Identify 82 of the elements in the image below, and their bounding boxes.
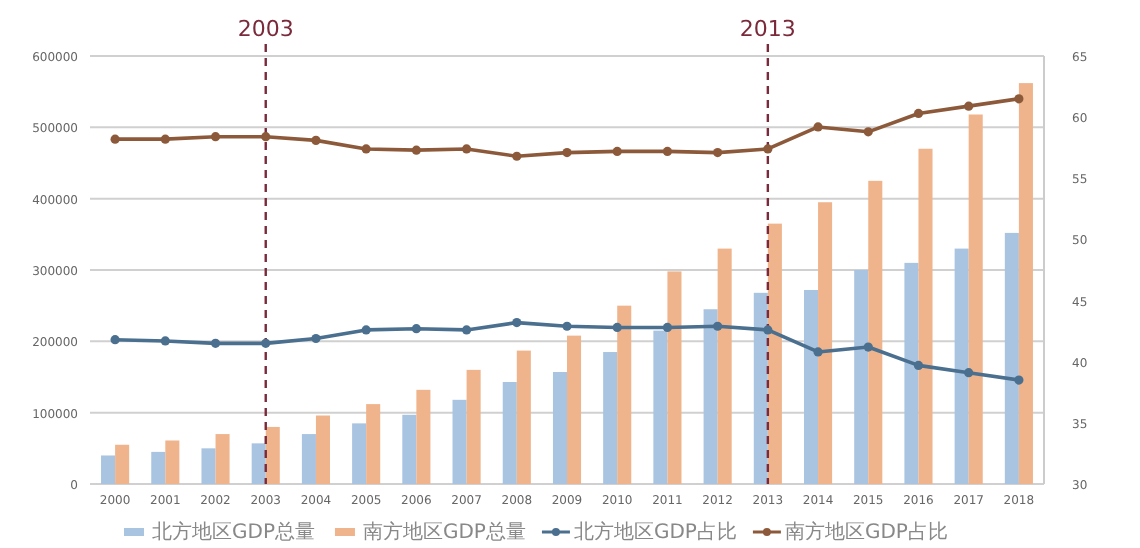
point xyxy=(361,325,371,335)
point xyxy=(713,321,723,331)
point xyxy=(512,317,522,328)
bar xyxy=(918,148,933,484)
bar xyxy=(552,372,567,484)
bar xyxy=(366,404,381,484)
bar xyxy=(265,426,280,484)
point xyxy=(160,134,170,144)
bar xyxy=(968,114,983,484)
point xyxy=(110,134,120,144)
point xyxy=(512,151,522,161)
bar xyxy=(315,415,331,484)
bar xyxy=(904,262,919,484)
legend-label: 北方地区GDP占比 xyxy=(573,520,737,544)
point xyxy=(562,321,572,331)
point xyxy=(863,342,873,352)
point xyxy=(763,325,773,335)
legend-label: 南方地区GDP占比 xyxy=(784,520,948,544)
bar xyxy=(416,389,431,484)
ref-line-label: 2013 xyxy=(739,16,796,42)
point xyxy=(1014,375,1024,385)
ref-line-label: 2003 xyxy=(237,16,294,42)
bar xyxy=(868,180,883,484)
bar xyxy=(753,292,768,484)
bar xyxy=(703,309,718,484)
point xyxy=(261,132,271,142)
point xyxy=(1014,94,1024,104)
point xyxy=(813,347,823,357)
bar xyxy=(452,399,467,484)
point xyxy=(210,132,221,142)
legend-label: 南方地区GDP总量 xyxy=(362,520,526,544)
bar xyxy=(818,202,833,484)
point xyxy=(913,360,924,370)
bar xyxy=(115,444,130,484)
bar xyxy=(954,248,969,484)
bar xyxy=(502,381,517,484)
bar xyxy=(352,423,367,484)
bar xyxy=(717,248,732,484)
bar xyxy=(653,330,668,484)
point xyxy=(863,127,873,137)
point xyxy=(160,336,170,346)
bar xyxy=(617,305,632,484)
bar xyxy=(603,352,618,484)
bar xyxy=(767,223,782,484)
bar xyxy=(1018,83,1033,484)
bar xyxy=(201,448,216,484)
legend-label: 北方地区GDP总量 xyxy=(152,520,315,544)
point xyxy=(261,338,271,348)
point xyxy=(612,146,622,156)
bar xyxy=(165,440,180,484)
point xyxy=(612,322,622,333)
bar xyxy=(466,369,481,484)
point xyxy=(110,335,120,345)
point xyxy=(562,148,572,158)
bar xyxy=(402,414,417,484)
point xyxy=(964,368,974,378)
point xyxy=(713,148,723,158)
point xyxy=(662,322,673,333)
bar xyxy=(1004,232,1019,484)
bar xyxy=(667,271,682,484)
bar xyxy=(301,434,316,484)
bar xyxy=(215,434,230,484)
point xyxy=(813,122,823,132)
bar xyxy=(151,451,166,484)
point xyxy=(964,101,974,111)
point xyxy=(210,338,221,348)
point xyxy=(411,145,421,155)
point xyxy=(461,144,472,154)
bar xyxy=(101,455,116,484)
point xyxy=(311,135,321,145)
point xyxy=(913,108,924,119)
bar xyxy=(251,443,266,484)
point xyxy=(361,144,371,154)
point xyxy=(411,324,421,334)
bar xyxy=(567,335,582,484)
point xyxy=(662,146,673,156)
point xyxy=(311,333,321,344)
point xyxy=(763,144,773,154)
bar xyxy=(854,270,869,484)
bar xyxy=(516,350,531,484)
point xyxy=(461,325,472,335)
bar xyxy=(803,289,819,484)
